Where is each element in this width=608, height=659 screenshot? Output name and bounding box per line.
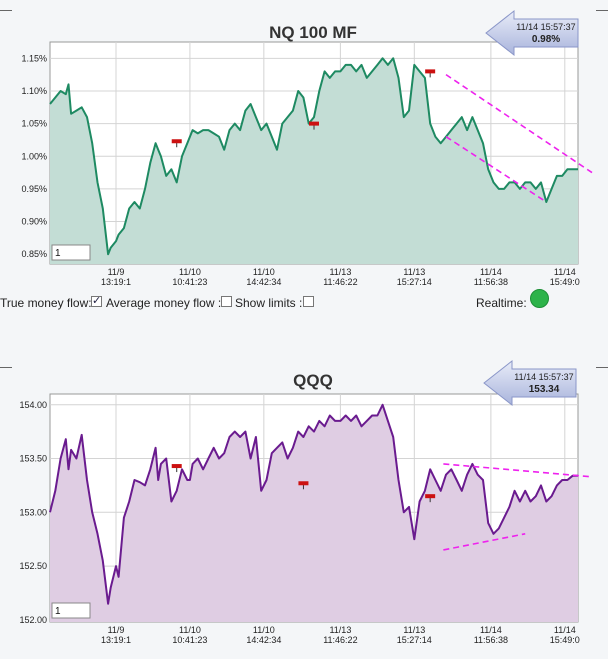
x-tick-time: 13:19:1 (101, 635, 131, 645)
callout-time: 11/14 15:57:37 (516, 22, 575, 32)
y-tick-label: 1.05% (21, 119, 47, 129)
average-money-flow-label: Average money flow : (106, 296, 222, 310)
x-tick-date: 11/10 (179, 267, 201, 277)
y-tick-label: 1.10% (21, 86, 47, 96)
callout-arrow-shape (483, 359, 577, 407)
limit-marker (298, 481, 309, 486)
limit-marker (171, 139, 182, 144)
callout-value: 0.98% (532, 34, 560, 45)
show-limits-label: Show limits : (235, 296, 303, 310)
value-callout: 11/14 15:57:37 153.34 (483, 359, 577, 407)
value-callout: 11/14 15:57:37 0.98% (485, 9, 579, 57)
callout-time: 11/14 15:57:37 (514, 372, 573, 382)
interval-input[interactable] (51, 244, 91, 261)
chart-controls: True money flow: Average money flow : Sh… (0, 294, 608, 312)
x-tick-date: 11/14 (554, 267, 576, 277)
x-tick-date: 11/13 (329, 625, 351, 635)
y-tick-label: 153.50 (19, 454, 47, 464)
x-tick-time: 15:27:14 (397, 277, 432, 287)
series-area (50, 404, 578, 622)
realtime-status-indicator[interactable] (530, 289, 549, 308)
x-tick-date: 11/14 (480, 267, 502, 277)
x-tick-date: 11/14 (554, 625, 576, 635)
x-tick-time: 15:49:0 (550, 277, 580, 287)
x-tick-date: 11/14 (480, 625, 502, 635)
y-tick-label: 153.00 (19, 507, 47, 517)
y-tick-label: 0.85% (21, 249, 47, 259)
x-tick-date: 11/9 (108, 267, 125, 277)
x-tick-time: 11:46:22 (323, 635, 357, 645)
true-money-flow-label: True money flow: (0, 296, 92, 310)
true-money-flow-checkbox[interactable] (91, 294, 102, 307)
interval-input[interactable] (51, 602, 91, 619)
trend-line (443, 533, 526, 551)
trend-line (443, 463, 593, 478)
callout-value: 153.34 (529, 384, 560, 395)
interval-input-value: 1 (55, 248, 61, 259)
x-tick-time: 10:41:23 (172, 635, 207, 645)
limit-marker (171, 464, 182, 469)
chart-title: NQ 100 MF (269, 23, 357, 42)
x-tick-time: 11:56:38 (474, 635, 508, 645)
divider (596, 367, 608, 368)
x-tick-time: 15:49:0 (550, 635, 580, 645)
x-tick-date: 11/10 (253, 625, 275, 635)
y-tick-label: 152.50 (19, 561, 47, 571)
x-tick-date: 11/13 (329, 267, 351, 277)
realtime-label: Realtime: (476, 296, 527, 310)
qqq-chart: 152.00 152.50 153.00 153.50 154.00 11/913:19:… (19, 359, 593, 645)
y-tick-label: 0.90% (21, 217, 47, 227)
nq-chart: 0.85%0.90%0.95%1.00%1.05%1.10%1.15%11/91… (21, 9, 593, 287)
x-tick-time: 11:56:38 (474, 277, 508, 287)
y-tick-label: 1.15% (21, 53, 47, 63)
series-line (49, 57, 578, 256)
limit-marker (425, 494, 436, 499)
x-tick-time: 11:46:22 (323, 277, 357, 287)
series-line (49, 403, 578, 605)
x-tick-date: 11/10 (253, 267, 275, 277)
series-area (50, 58, 578, 264)
x-tick-time: 14:42:34 (246, 635, 281, 645)
chart-title: QQQ (293, 371, 333, 390)
x-tick-time: 13:19:1 (101, 277, 131, 287)
interval-input-value: 1 (55, 606, 61, 617)
x-tick-date: 11/13 (403, 625, 425, 635)
y-tick-label: 0.95% (21, 184, 47, 194)
callout-arrow-shape (485, 9, 579, 57)
x-tick-date: 11/10 (179, 625, 201, 635)
show-limits-checkbox[interactable] (303, 296, 314, 307)
y-tick-label: 154.00 (19, 400, 47, 410)
y-tick-label: 152.00 (19, 615, 47, 625)
x-tick-time: 10:41:23 (172, 277, 207, 287)
x-tick-time: 14:42:34 (246, 277, 281, 287)
limit-marker (425, 69, 436, 74)
limit-marker (309, 121, 319, 126)
divider (0, 367, 12, 368)
average-money-flow-checkbox[interactable] (221, 296, 232, 307)
x-tick-time: 15:27:14 (397, 635, 432, 645)
y-tick-label: 1.00% (21, 151, 47, 161)
x-tick-date: 11/13 (403, 267, 425, 277)
divider (0, 10, 12, 11)
divider (596, 10, 608, 11)
x-tick-date: 11/9 (108, 625, 125, 635)
